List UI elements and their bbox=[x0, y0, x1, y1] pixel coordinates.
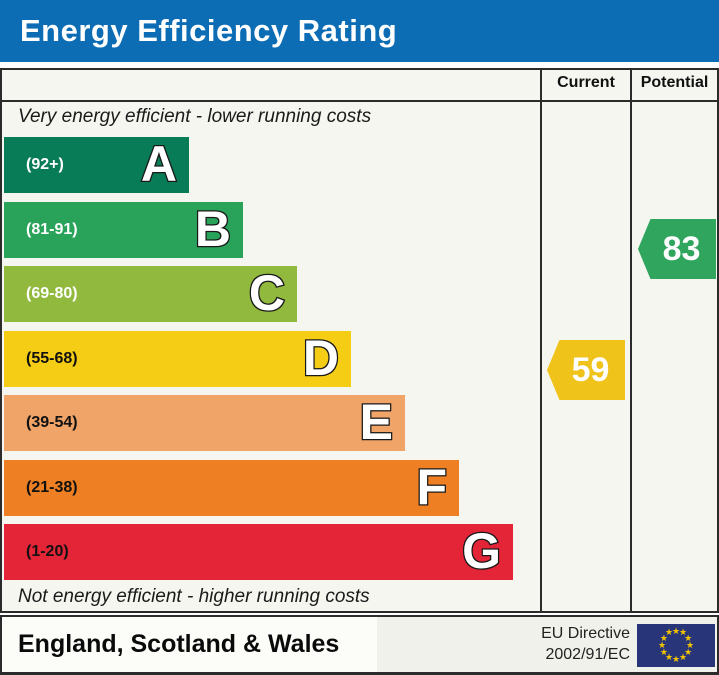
potential-column-divider bbox=[630, 68, 632, 613]
eu-star-icon: ★ bbox=[659, 646, 668, 657]
potential-rating-value: 83 bbox=[662, 229, 701, 268]
band-row-d: (55-68) D bbox=[4, 329, 351, 388]
page-title: Energy Efficiency Rating bbox=[20, 13, 398, 48]
title-bar: Energy Efficiency Rating bbox=[0, 0, 719, 62]
band-range-label: (21-38) bbox=[26, 479, 78, 496]
eu-star-icon: ★ bbox=[664, 651, 674, 662]
eu-directive-text: EU Directive 2002/91/EC bbox=[450, 623, 630, 665]
eu-directive-line2: 2002/91/EC bbox=[545, 646, 630, 663]
band-letter: E bbox=[358, 393, 394, 452]
eu-star-icon: ★ bbox=[659, 632, 668, 643]
eu-star-icon: ★ bbox=[657, 639, 667, 650]
note-very-efficient: Very energy efficient - lower running co… bbox=[18, 106, 372, 127]
eu-star-icon: ★ bbox=[684, 632, 693, 643]
eu-star-icon: ★ bbox=[671, 625, 681, 636]
potential-rating-arrow: 83 bbox=[638, 219, 716, 279]
band-letter: A bbox=[140, 135, 179, 194]
band-row-b: (81-91) B bbox=[4, 200, 243, 259]
band-letter: B bbox=[194, 200, 233, 259]
band-range-label: (39-54) bbox=[26, 414, 78, 431]
band-letter: D bbox=[302, 329, 341, 388]
band-letter: F bbox=[415, 458, 448, 517]
band-range-label: (81-91) bbox=[26, 221, 78, 238]
band-range-label: (55-68) bbox=[26, 350, 78, 367]
eu-star-icon: ★ bbox=[685, 639, 695, 650]
note-not-efficient: Not energy efficient - higher running co… bbox=[18, 586, 370, 607]
eu-star-icon: ★ bbox=[678, 627, 688, 638]
band-range-label: (92+) bbox=[26, 156, 64, 173]
current-rating-value: 59 bbox=[571, 350, 610, 389]
footer-region-label: England, Scotland & Wales bbox=[18, 630, 340, 658]
eu-star-icon: ★ bbox=[678, 651, 688, 662]
band-row-a: (92+) A bbox=[4, 135, 189, 194]
current-column-divider bbox=[540, 68, 542, 613]
band-range-label: (1-20) bbox=[26, 543, 69, 560]
band-letter: C bbox=[248, 264, 287, 323]
band-row-f: (21-38) F bbox=[4, 458, 459, 517]
eu-directive-line1: EU Directive bbox=[541, 625, 630, 642]
eu-star-icon: ★ bbox=[671, 653, 681, 664]
band-row-g: (1-20) G bbox=[4, 522, 513, 581]
eu-star-icon: ★ bbox=[664, 627, 674, 638]
header-underline bbox=[0, 100, 719, 102]
eu-flag-icon: ★ ★ ★ ★ ★ ★ ★ ★ ★ ★ ★ ★ bbox=[637, 624, 715, 667]
current-rating-arrow: 59 bbox=[547, 340, 625, 400]
band-row-e: (39-54) E bbox=[4, 393, 405, 452]
band-range-label: (69-80) bbox=[26, 285, 78, 302]
band-letter: G bbox=[461, 522, 502, 581]
band-row-c: (69-80) C bbox=[4, 264, 297, 323]
column-header-potential: Potential bbox=[640, 74, 709, 91]
eu-star-icon: ★ bbox=[684, 646, 693, 657]
column-header-current: Current bbox=[557, 74, 615, 91]
